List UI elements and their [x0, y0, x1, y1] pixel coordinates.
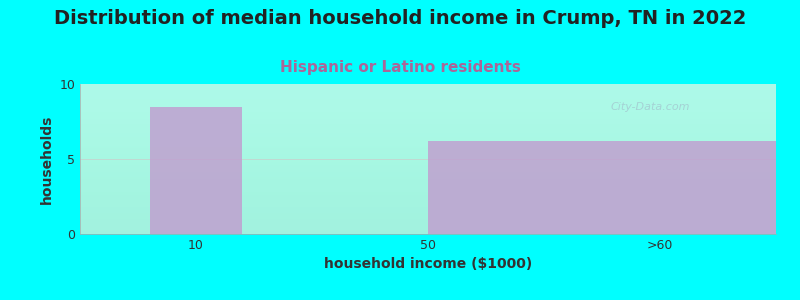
Text: City-Data.com: City-Data.com [611, 101, 690, 112]
Text: Distribution of median household income in Crump, TN in 2022: Distribution of median household income … [54, 9, 746, 28]
Bar [150, 106, 242, 234]
Bar [428, 141, 776, 234]
X-axis label: household income ($1000): household income ($1000) [324, 257, 532, 272]
Text: Hispanic or Latino residents: Hispanic or Latino residents [279, 60, 521, 75]
Y-axis label: households: households [40, 114, 54, 204]
